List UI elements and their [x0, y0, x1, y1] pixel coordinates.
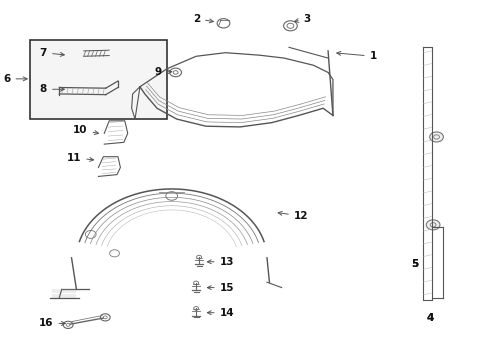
Text: 14: 14 [207, 308, 234, 318]
Circle shape [426, 220, 440, 230]
Text: 4: 4 [427, 313, 434, 323]
Text: 6: 6 [3, 74, 27, 84]
Text: 7: 7 [40, 48, 64, 58]
Text: 12: 12 [278, 211, 308, 221]
Text: 16: 16 [39, 319, 65, 328]
Text: 1: 1 [337, 51, 377, 61]
Text: 4: 4 [427, 313, 434, 323]
Text: 13: 13 [207, 257, 234, 267]
Circle shape [430, 132, 443, 142]
Text: 9: 9 [155, 67, 172, 77]
Text: 15: 15 [207, 283, 234, 293]
Text: 11: 11 [67, 153, 94, 163]
Text: 5: 5 [412, 259, 418, 269]
Text: 2: 2 [193, 14, 213, 24]
Text: 5: 5 [412, 259, 418, 269]
Text: 8: 8 [40, 84, 64, 94]
Text: 3: 3 [294, 14, 311, 24]
Text: 10: 10 [73, 125, 98, 135]
Bar [30, 40, 167, 119]
